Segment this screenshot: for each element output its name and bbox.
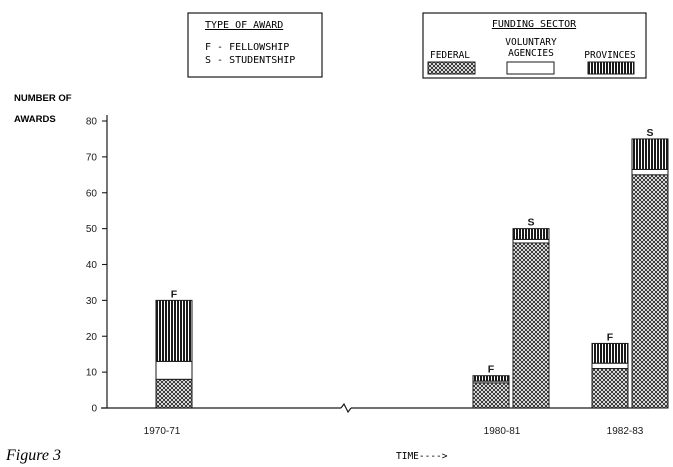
bar-1980-81-S-voluntary bbox=[512, 238, 550, 244]
bar-type-label-1982-83-F: F bbox=[607, 331, 614, 343]
x-axis-label: TIME----> bbox=[396, 451, 448, 462]
y-tick-label-20: 20 bbox=[86, 332, 98, 343]
y-tick-label-0: 0 bbox=[91, 404, 97, 415]
bar-1980-81-S-federal bbox=[512, 242, 550, 409]
bar-1980-81-S-provinces bbox=[512, 228, 550, 240]
y-tick-label-80: 80 bbox=[86, 117, 98, 128]
bar-1982-83-S-voluntary bbox=[631, 168, 669, 176]
bar-1980-81-F-provinces bbox=[472, 375, 510, 382]
bar-type-label-1980-81-S: S bbox=[527, 217, 534, 229]
bar-1970-71-F-provinces bbox=[155, 299, 193, 362]
bar-1982-83-F-voluntary bbox=[591, 362, 629, 370]
legend-federal-label: FEDERAL bbox=[430, 50, 470, 61]
bar-type-label-1982-83-S: S bbox=[646, 127, 653, 139]
bar-1980-81-F-federal bbox=[472, 382, 510, 409]
legend-voluntary-label-1: VOLUNTARY bbox=[505, 37, 557, 48]
bar-type-label-1970-71-F: F bbox=[171, 288, 178, 300]
x-tick-label-1982-83: 1982-83 bbox=[607, 426, 644, 437]
legend-type-of-award: TYPE OF AWARD F - FELLOWSHIP S - STUDENT… bbox=[187, 12, 323, 78]
legend-provinces-label: PROVINCES bbox=[584, 50, 636, 61]
legend-type-studentship: S - STUDENTSHIP bbox=[205, 55, 295, 66]
y-axis-label-line1: NUMBER OF bbox=[14, 93, 72, 104]
bar-1982-83-F-federal bbox=[591, 368, 629, 409]
bar-1982-83-S-provinces bbox=[631, 138, 669, 170]
figure-caption: Figure 3 bbox=[5, 447, 61, 464]
legend-voluntary-label-2: AGENCIES bbox=[508, 48, 554, 59]
legend-funding-sector: FUNDING SECTOR FEDERAL VOLUNTARY AGENCIE… bbox=[422, 12, 647, 79]
legend-federal-swatch bbox=[427, 61, 476, 75]
legend-voluntary-swatch bbox=[506, 61, 555, 75]
legend-provinces-swatch bbox=[587, 61, 635, 75]
y-tick-label-40: 40 bbox=[86, 260, 98, 271]
x-tick-label-1980-81: 1980-81 bbox=[484, 426, 521, 437]
bar-type-label-1980-81-F: F bbox=[488, 364, 495, 376]
bar-1982-83-F-provinces bbox=[591, 342, 629, 364]
y-tick-label-60: 60 bbox=[86, 188, 98, 199]
legend-type-box bbox=[187, 12, 323, 78]
y-tick-label-30: 30 bbox=[86, 296, 98, 307]
bar-1982-83-S-federal bbox=[631, 174, 669, 409]
y-tick-label-10: 10 bbox=[86, 368, 98, 379]
y-tick-label-70: 70 bbox=[86, 152, 98, 163]
legend-sector-box bbox=[422, 12, 647, 79]
bar-1970-71-F-federal bbox=[155, 378, 193, 409]
bars: F F S F S bbox=[155, 127, 669, 409]
y-tick-label-50: 50 bbox=[86, 224, 98, 235]
bar-1970-71-F-voluntary bbox=[155, 360, 193, 380]
x-tick-label-1970-71: 1970-71 bbox=[144, 426, 181, 437]
legend-type-fellowship: F - FELLOWSHIP bbox=[205, 42, 289, 53]
legend-sector-title: FUNDING SECTOR bbox=[492, 19, 577, 30]
legend-type-title: TYPE OF AWARD bbox=[205, 20, 283, 31]
x-axis-break-mark bbox=[340, 402, 352, 414]
y-axis-label-line2: AWARDS bbox=[14, 114, 56, 125]
